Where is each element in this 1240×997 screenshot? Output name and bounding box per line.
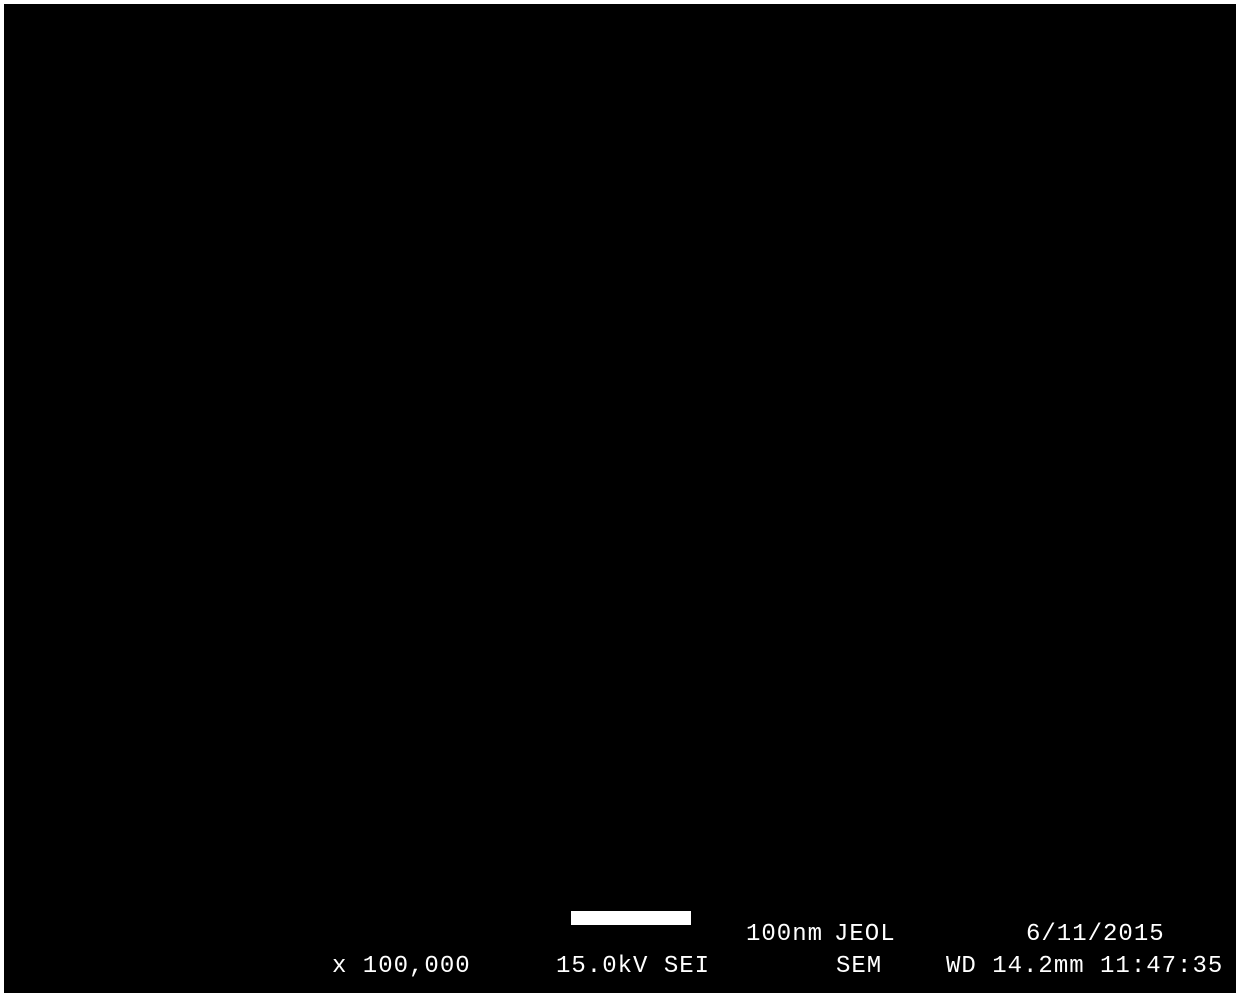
sem-info-bar: x 100,000 15.0kV SEI 100nm JEOL SEM 6/11… — [6, 913, 1234, 991]
manufacturer-label: JEOL — [834, 921, 896, 948]
sem-micrograph-frame: x 100,000 15.0kV SEI 100nm JEOL SEM 6/11… — [4, 4, 1236, 993]
scale-bar-label: 100nm — [746, 921, 823, 948]
magnification-label: x 100,000 — [332, 953, 471, 980]
imaging-mode-label: SEM — [836, 953, 882, 980]
voltage-detector-label: 15.0kV SEI — [556, 953, 710, 980]
sem-image-area — [6, 6, 1234, 991]
working-distance-time-label: WD 14.2mm 11:47:35 — [946, 953, 1223, 980]
capture-date-label: 6/11/2015 — [1026, 921, 1165, 948]
